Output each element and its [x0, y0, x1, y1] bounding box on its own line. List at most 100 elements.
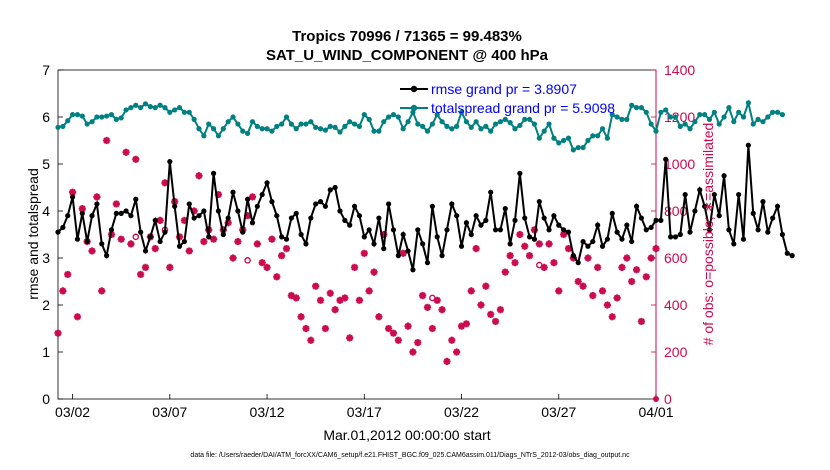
obs-assimilated-marker: [273, 273, 281, 281]
rmse-marker: [575, 260, 581, 266]
rmse-marker: [483, 217, 489, 223]
totalspread-marker: [123, 107, 129, 113]
rmse-marker: [415, 227, 421, 233]
rmse-marker: [580, 238, 586, 245]
totalspread-marker: [206, 121, 212, 127]
obs-assimilated-marker: [312, 282, 320, 290]
obs-assimilated-marker: [404, 322, 412, 330]
rmse-marker: [390, 227, 397, 233]
rmse-marker: [424, 260, 431, 266]
x-tick-label: 03/02: [55, 404, 90, 420]
obs-assimilated-marker: [584, 254, 592, 262]
rmse-marker: [60, 224, 66, 231]
rmse-marker: [201, 208, 207, 214]
totalspread-marker: [420, 123, 426, 129]
rmse-marker: [181, 238, 188, 245]
totalspread-marker: [765, 114, 771, 120]
obs-assimilated-marker: [443, 357, 451, 365]
totalspread-marker: [84, 121, 90, 127]
totalspread-marker: [191, 116, 197, 122]
rmse-marker: [745, 142, 751, 148]
totalspread-marker: [415, 121, 421, 127]
rmse-marker: [361, 234, 367, 240]
totalspread-marker: [595, 133, 601, 139]
obs-assimilated-marker: [141, 263, 150, 271]
rmse-marker: [497, 227, 504, 233]
totalspread-marker: [750, 121, 756, 127]
rmse-marker: [249, 220, 256, 226]
rmse-marker: [123, 208, 129, 214]
rmse-marker: [663, 156, 669, 162]
totalspread-marker: [279, 121, 285, 127]
obs-assimilated-marker: [360, 249, 368, 257]
totalspread-marker: [561, 137, 567, 144]
totalspread-marker: [138, 105, 144, 111]
rmse-marker: [288, 215, 294, 221]
rmse-marker: [697, 187, 703, 193]
obs-assimilated-marker: [297, 313, 305, 321]
totalspread-marker: [648, 121, 654, 127]
totalspread-marker: [293, 126, 299, 132]
obs-assimilated-marker: [117, 235, 125, 243]
obs-assimilated-marker: [652, 245, 660, 253]
obs-assimilated-marker: [491, 317, 500, 326]
totalspread-marker: [531, 121, 538, 127]
rmse-marker: [94, 201, 100, 207]
rmse-marker: [79, 210, 85, 216]
totalspread-marker: [176, 105, 183, 111]
obs-assimilated-marker: [530, 226, 539, 234]
totalspread-marker: [395, 114, 401, 120]
totalspread-marker: [424, 128, 431, 134]
rmse-marker: [206, 234, 212, 240]
obs-assimilated-marker: [103, 136, 111, 145]
rmse-marker: [784, 250, 790, 256]
rmse-marker: [619, 236, 625, 242]
totalspread-marker: [575, 144, 581, 151]
rmse-marker: [556, 222, 562, 228]
totalspread-marker: [361, 112, 367, 118]
totalspread-marker: [298, 121, 304, 127]
totalspread-marker: [303, 121, 309, 127]
totalspread-marker: [371, 128, 377, 134]
totalspread-marker: [512, 126, 518, 132]
rmse-marker: [366, 227, 372, 233]
totalspread-marker: [167, 109, 173, 115]
right-tick-label: 200: [664, 344, 688, 360]
obs-assimilated-marker: [355, 296, 364, 304]
obs-assimilated-marker: [516, 230, 524, 239]
rmse-marker: [293, 210, 299, 216]
totalspread-marker: [259, 126, 265, 132]
rmse-marker: [624, 222, 630, 228]
rmse-marker: [526, 234, 533, 240]
rmse-marker: [89, 213, 95, 219]
obs-assimilated-marker: [93, 193, 101, 201]
rmse-marker: [614, 229, 620, 235]
rmse-marker: [386, 201, 392, 207]
totalspread-marker: [429, 121, 435, 127]
rmse-marker: [196, 213, 202, 219]
rmse-marker: [322, 203, 328, 209]
obs-assimilated-marker: [637, 317, 646, 326]
obs-assimilated-marker: [64, 270, 72, 279]
rmse-marker: [536, 199, 542, 205]
left-tick-label: 7: [42, 62, 50, 78]
totalspread-marker: [405, 119, 411, 125]
totalspread-marker: [274, 123, 280, 129]
axis-end-marker: [653, 396, 659, 402]
rmse-marker: [439, 253, 445, 259]
totalspread-marker: [760, 119, 766, 125]
totalspread-marker: [89, 119, 95, 125]
obs-possible-marker: [132, 233, 140, 241]
obs-assimilated-marker: [137, 270, 145, 279]
obs-assimilated-marker: [594, 263, 602, 271]
obs-assimilated-marker: [545, 240, 553, 248]
rmse-marker: [629, 238, 635, 245]
obs-assimilated-marker: [419, 292, 427, 300]
rmse-marker: [84, 238, 90, 245]
rmse-marker: [104, 253, 110, 259]
legend-marker: [410, 104, 418, 112]
totalspread-marker: [619, 116, 625, 122]
right-tick-label: 1200: [664, 109, 695, 125]
rmse-marker: [313, 201, 319, 207]
rmse-marker: [604, 236, 610, 242]
